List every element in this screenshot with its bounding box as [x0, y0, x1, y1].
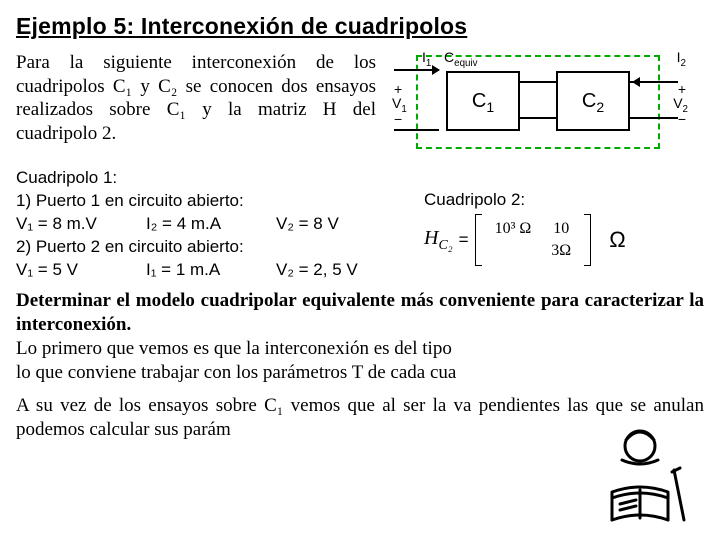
cuadripolo2-block: Cuadripolo 2: HC₂ = 10³ Ω 10 3Ω Ω — [424, 167, 704, 282]
cuad2-label: Cuadripolo 2: — [424, 189, 704, 210]
intro-row: Para la siguiente interconexión de los c… — [16, 51, 704, 161]
i2-label: I2 — [677, 49, 686, 70]
tests-l2a: V₁ = 8 m.V — [16, 213, 146, 236]
eq-sign: = — [459, 229, 469, 250]
tests-l2c: V₂ = 8 V — [276, 213, 339, 236]
c2-box: C2 — [556, 71, 630, 131]
c1-box: C1 — [446, 71, 520, 131]
intro-text: Para la siguiente interconexión de los c… — [16, 51, 376, 161]
middle-row: Cuadripolo 1: 1) Puerto 1 en circuito ab… — [16, 167, 704, 282]
matrix-row: HC₂ = 10³ Ω 10 3Ω Ω — [424, 214, 704, 266]
wire-mid-top — [518, 81, 556, 83]
tests-l3: 2) Puerto 2 en circuito abierto: — [16, 236, 416, 259]
determ-p3: lo que conviene trabajar con los parámet… — [16, 362, 456, 383]
i1-arrow — [432, 65, 440, 75]
v2-minus: − — [678, 111, 686, 129]
study-icon — [592, 420, 702, 530]
unit-omega: Ω — [609, 226, 625, 254]
m11: 10³ Ω — [485, 218, 542, 240]
page-title: Ejemplo 5: Interconexión de cuadripolos — [16, 12, 704, 41]
tests-l4a: V₁ = 5 V — [16, 259, 146, 282]
m22: 3Ω — [541, 240, 581, 262]
h-matrix: 10³ Ω 10 3Ω — [475, 214, 592, 266]
determine-paragraph: Determinar el modelo cuadripolar equival… — [16, 289, 704, 384]
c-equiv-label: Cequiv — [444, 49, 478, 70]
tests-row1: V₁ = 8 m.V I₂ = 4 m.A V₂ = 8 V — [16, 213, 416, 236]
determ-p2: Lo primero que vemos es que la intercone… — [16, 338, 452, 359]
i1-label: I1 — [422, 49, 431, 70]
circuit-diagram: Cequiv I1 + V1 − C1 C2 I2 + V2 − — [386, 51, 686, 161]
cuadripolo1-tests: Cuadripolo 1: 1) Puerto 1 en circuito ab… — [16, 167, 416, 282]
wire-mid-bot — [518, 117, 556, 119]
m21 — [485, 240, 542, 262]
tests-h1: Cuadripolo 1: — [16, 167, 416, 190]
wire-bot-right — [628, 117, 678, 119]
v1-minus: − — [394, 111, 402, 129]
tests-l4c: V₂ = 2, 5 V — [276, 259, 358, 282]
wire-bot-left — [394, 129, 439, 131]
tests-l4b: I₁ = 1 m.A — [146, 259, 276, 282]
determ-p1: Determinar el modelo cuadripolar equival… — [16, 290, 704, 335]
m12: 10 — [541, 218, 581, 240]
i2-arrow — [632, 77, 640, 87]
tests-row2: V₁ = 5 V I₁ = 1 m.A V₂ = 2, 5 V — [16, 259, 416, 282]
tests-l1: 1) Puerto 1 en circuito abierto: — [16, 190, 416, 213]
tests-l2b: I₂ = 4 m.A — [146, 213, 276, 236]
h-symbol: HC₂ — [424, 226, 453, 255]
